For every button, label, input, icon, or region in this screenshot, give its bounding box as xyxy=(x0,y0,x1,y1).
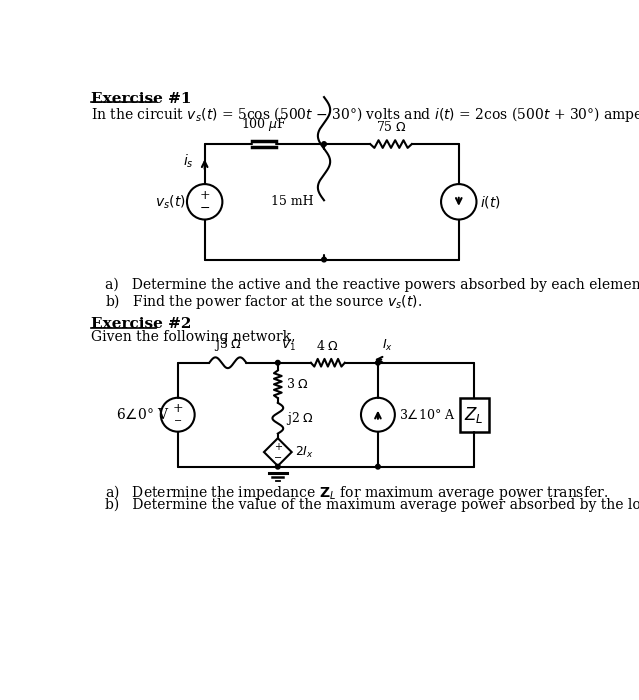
Text: b)   Determine the value of the maximum average power absorbed by the load.: b) Determine the value of the maximum av… xyxy=(105,498,639,512)
Text: $i(t)$: $i(t)$ xyxy=(481,194,501,210)
Circle shape xyxy=(275,464,280,469)
Text: 15 mH: 15 mH xyxy=(271,195,313,209)
Text: $Z_L$: $Z_L$ xyxy=(465,405,484,425)
Text: +: + xyxy=(274,442,282,452)
Text: Exercise #2: Exercise #2 xyxy=(91,317,191,331)
Text: 3$\angle$10° A: 3$\angle$10° A xyxy=(399,407,456,421)
Text: 75 $\Omega$: 75 $\Omega$ xyxy=(376,120,406,134)
Circle shape xyxy=(376,360,380,365)
Text: 6$\angle$0° V: 6$\angle$0° V xyxy=(116,407,170,422)
Text: +: + xyxy=(173,402,183,415)
Text: $v_s(t)$: $v_s(t)$ xyxy=(155,193,185,211)
Bar xyxy=(459,398,489,432)
Text: $i_s$: $i_s$ xyxy=(183,153,194,169)
Text: j2 $\Omega$: j2 $\Omega$ xyxy=(286,410,314,427)
Text: +: + xyxy=(199,189,210,202)
Text: j3 $\Omega$: j3 $\Omega$ xyxy=(213,336,242,353)
Circle shape xyxy=(321,141,327,146)
Text: Given the following network,: Given the following network, xyxy=(91,330,295,344)
Text: In the circuit $v_s(t)$ = 5cos (500$t$ $-$ 30°) volts and $i(t)$ = 2cos (500$t$ : In the circuit $v_s(t)$ = 5cos (500$t$ $… xyxy=(91,105,639,124)
Text: −: − xyxy=(174,417,181,426)
Circle shape xyxy=(275,360,280,365)
Text: Exercise #1: Exercise #1 xyxy=(91,92,191,106)
Text: b)   Find the power factor at the source $v_s(t)$.: b) Find the power factor at the source $… xyxy=(105,292,422,311)
Text: 100 $\mu$F: 100 $\mu$F xyxy=(241,116,287,133)
Text: −: − xyxy=(199,202,210,215)
Circle shape xyxy=(321,258,327,262)
Text: −: − xyxy=(273,453,282,463)
Text: $I_x$: $I_x$ xyxy=(381,337,393,353)
Circle shape xyxy=(376,464,380,469)
Text: a)   Determine the impedance $\mathbf{Z}_L$ for maximum average power transfer.: a) Determine the impedance $\mathbf{Z}_L… xyxy=(105,483,608,502)
Text: 4 $\Omega$: 4 $\Omega$ xyxy=(316,339,339,353)
Text: $V_1$: $V_1$ xyxy=(281,337,296,353)
Text: $2I_x$: $2I_x$ xyxy=(295,444,314,460)
Text: a)   Determine the active and the reactive powers absorbed by each element.: a) Determine the active and the reactive… xyxy=(105,278,639,293)
Text: 3 $\Omega$: 3 $\Omega$ xyxy=(286,377,309,391)
